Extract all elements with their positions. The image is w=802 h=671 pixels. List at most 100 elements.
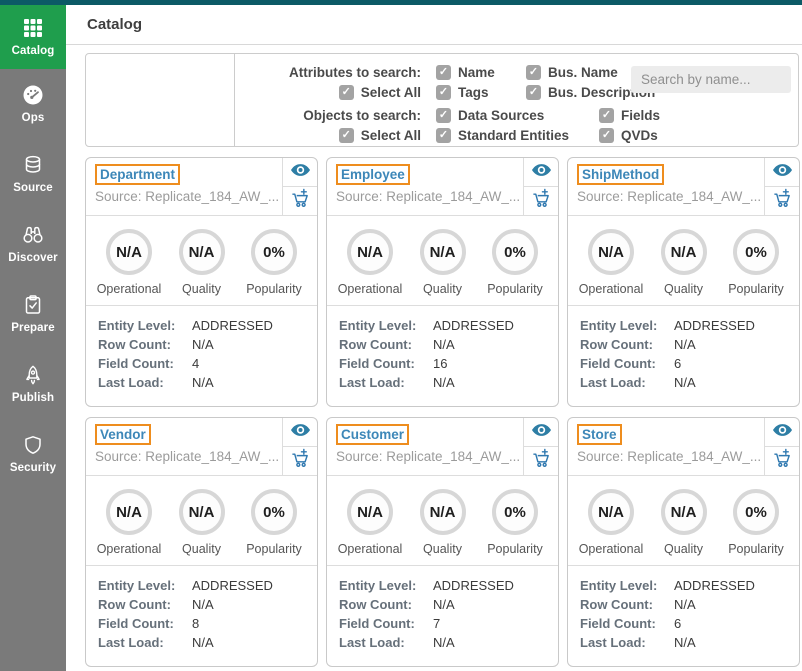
entity-name-link[interactable]: Store — [577, 424, 622, 445]
checkbox-bus-description[interactable]: ✓ — [526, 84, 541, 100]
card-header: Store Source: Replicate_184_AW_... — [568, 418, 799, 476]
checkbox-qvds[interactable]: ✓ — [599, 127, 614, 143]
sidebar-item-prepare[interactable]: Prepare — [0, 279, 66, 349]
checkbox-standard-entities[interactable]: ✓ — [436, 127, 451, 143]
detail-value: 6 — [674, 616, 682, 631]
add-to-cart-button[interactable] — [765, 446, 799, 475]
card-header: ShipMethod Source: Replicate_184_AW_... — [568, 158, 799, 216]
entity-details: Entity Level: ADDRESSED Row Count: N/A Fie… — [568, 306, 799, 402]
sidebar-item-publish[interactable]: Publish — [0, 349, 66, 419]
checkbox-data-sources-label: Data Sources — [458, 107, 545, 123]
eye-icon — [531, 423, 552, 442]
detail-label: Entity Level: — [580, 578, 658, 593]
gauge-label: Operational — [96, 282, 162, 296]
attributes-row-2: ✓ Select All ✓ Tags ✓ Bus. Description — [235, 82, 798, 102]
add-to-cart-button[interactable] — [524, 186, 558, 215]
add-to-cart-button[interactable] — [283, 446, 317, 475]
detail-label: Row Count: — [98, 337, 171, 352]
detail-label: Row Count: — [98, 597, 171, 612]
sidebar-item-ops[interactable]: Ops — [0, 69, 66, 139]
detail-row: Last Load: N/A — [98, 633, 305, 652]
gauges-section: N/A Operational N/A Quality 0% Popularit… — [86, 476, 317, 566]
sidebar-item-catalog[interactable]: Catalog — [0, 5, 66, 69]
view-details-button[interactable] — [524, 418, 558, 446]
entity-name-link[interactable]: Vendor — [95, 424, 151, 445]
detail-value: ADDRESSED — [674, 578, 755, 593]
entity-name-link[interactable]: Department — [95, 164, 181, 185]
entity-details: Entity Level: ADDRESSED Row Count: N/A Fie… — [327, 566, 558, 662]
view-details-button[interactable] — [283, 158, 317, 186]
checkbox-tags[interactable]: ✓ — [436, 84, 451, 100]
detail-row: Last Load: N/A — [339, 373, 546, 392]
checkbox-fields[interactable]: ✓ — [599, 107, 614, 123]
entity-name-link[interactable]: ShipMethod — [577, 164, 665, 185]
detail-value: N/A — [192, 337, 214, 352]
detail-value: N/A — [674, 635, 696, 650]
gauge-value: N/A — [106, 229, 152, 275]
entity-name-link[interactable]: Employee — [336, 164, 410, 185]
main-area: Catalog Attributes to search: ✓ Name ✓ Bus… — [66, 5, 802, 671]
add-to-cart-button[interactable] — [283, 186, 317, 215]
view-details-button[interactable] — [524, 158, 558, 186]
gauge-label: Quality — [664, 282, 703, 296]
gauge-label: Quality — [423, 542, 462, 556]
entity-card: Vendor Source: Replicate_184_AW_... N/A — [85, 417, 318, 667]
detail-value: 7 — [433, 616, 441, 631]
detail-row: Field Count: 7 — [339, 614, 546, 633]
checkbox-data-sources[interactable]: ✓ — [436, 107, 451, 123]
cart-plus-icon — [290, 448, 311, 474]
cart-plus-icon — [531, 448, 552, 474]
entity-name-link[interactable]: Customer — [336, 424, 410, 445]
checkbox-name[interactable]: ✓ — [436, 64, 451, 80]
cart-plus-icon — [290, 188, 311, 214]
view-details-button[interactable] — [283, 418, 317, 446]
detail-value: N/A — [674, 375, 696, 390]
detail-label: Field Count: — [339, 616, 415, 631]
add-to-cart-button[interactable] — [524, 446, 558, 475]
detail-row: Field Count: 4 — [98, 354, 305, 373]
entity-details: Entity Level: ADDRESSED Row Count: N/A Fie… — [327, 306, 558, 402]
gauges-section: N/A Operational N/A Quality 0% Popularit… — [568, 476, 799, 566]
checkbox-objects-select-all[interactable]: ✓ — [338, 127, 354, 143]
sidebar-item-label: Security — [9, 462, 57, 474]
checkbox-attributes-select-all[interactable]: ✓ — [338, 84, 354, 100]
checkbox-bus-name-label: Bus. Name — [548, 64, 618, 80]
search-filter-panel: Attributes to search: ✓ Name ✓ Bus. Name ✓… — [85, 53, 799, 147]
search-input[interactable] — [631, 66, 791, 93]
checkbox-bus-description-label: Bus. Description — [548, 84, 656, 100]
gauge-value: 0% — [733, 489, 779, 535]
page-header: Catalog — [66, 5, 802, 45]
card-header-text: ShipMethod Source: Replicate_184_AW_... — [568, 158, 764, 215]
detail-value: ADDRESSED — [192, 318, 273, 333]
gauge-label: Operational — [96, 542, 162, 556]
checkbox-standard-entities-label: Standard Entities — [458, 127, 570, 143]
view-details-button[interactable] — [765, 418, 799, 446]
clipboard-check-icon — [22, 294, 44, 316]
checkbox-bus-name[interactable]: ✓ — [526, 64, 541, 80]
sidebar-item-discover[interactable]: Discover — [0, 209, 66, 279]
detail-label: Last Load: — [98, 375, 164, 390]
sidebar-item-security[interactable]: Security — [0, 419, 66, 489]
sidebar-item-source[interactable]: Source — [0, 139, 66, 209]
detail-label: Entity Level: — [98, 318, 176, 333]
entity-details: Entity Level: ADDRESSED Row Count: N/A Fie… — [86, 566, 317, 662]
database-icon — [22, 154, 44, 176]
view-details-button[interactable] — [765, 158, 799, 186]
gauge-operational: N/A Operational — [578, 229, 644, 296]
rocket-icon — [22, 364, 44, 386]
checkbox-tags-label: Tags — [458, 84, 489, 100]
detail-label: Last Load: — [339, 375, 405, 390]
detail-row: Row Count: N/A — [580, 595, 787, 614]
filter-checkbox-area: Attributes to search: ✓ Name ✓ Bus. Name ✓… — [235, 54, 798, 146]
content: Attributes to search: ✓ Name ✓ Bus. Name ✓… — [66, 45, 802, 667]
detail-row: Entity Level: ADDRESSED — [580, 576, 787, 595]
entity-source: Source: Replicate_184_AW_... — [577, 189, 762, 204]
gauge-operational: N/A Operational — [337, 229, 403, 296]
detail-row: Entity Level: ADDRESSED — [339, 316, 546, 335]
detail-row: Row Count: N/A — [339, 335, 546, 354]
gauge-label: Operational — [337, 542, 403, 556]
detail-label: Entity Level: — [339, 578, 417, 593]
add-to-cart-button[interactable] — [765, 186, 799, 215]
top-accent-strip — [0, 0, 802, 5]
sidebar-item-label: Publish — [11, 392, 55, 404]
